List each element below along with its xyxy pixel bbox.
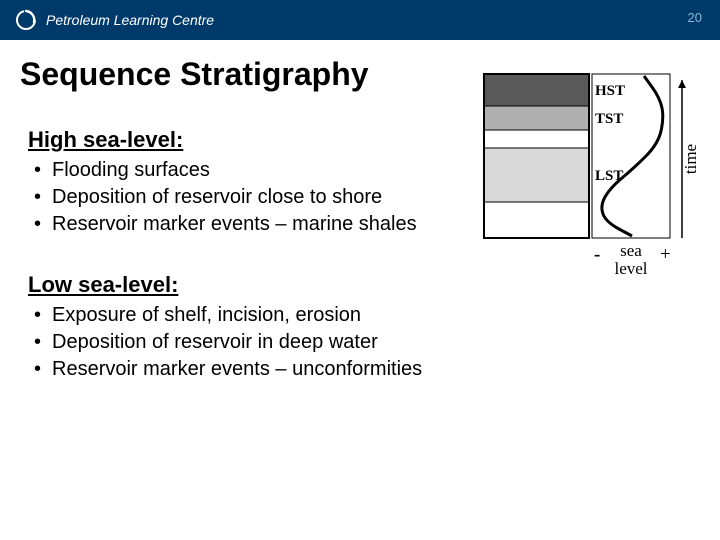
svg-text:level: level xyxy=(614,259,647,278)
list-item: Deposition of reservoir in deep water xyxy=(34,329,700,356)
svg-text:HST: HST xyxy=(595,83,625,99)
list-item: Exposure of shelf, incision, erosion xyxy=(34,302,700,329)
svg-text:TST: TST xyxy=(595,111,623,127)
bullet-list-low: Exposure of shelf, incision, erosion Dep… xyxy=(28,302,700,383)
list-item: Reservoir marker events – unconformities xyxy=(34,356,700,383)
svg-text:time: time xyxy=(681,144,700,174)
page-number: 20 xyxy=(688,10,702,25)
brand-text: Petroleum Learning Centre xyxy=(46,12,214,28)
svg-text:+: + xyxy=(660,244,671,265)
svg-text:sea: sea xyxy=(620,241,642,260)
svg-text:-: - xyxy=(594,244,600,265)
swirl-logo-icon xyxy=(14,8,38,32)
header-bar: Petroleum Learning Centre 20 xyxy=(0,0,720,40)
stratigraphy-diagram: HSTTSTLST-+sealeveltime xyxy=(482,72,706,296)
